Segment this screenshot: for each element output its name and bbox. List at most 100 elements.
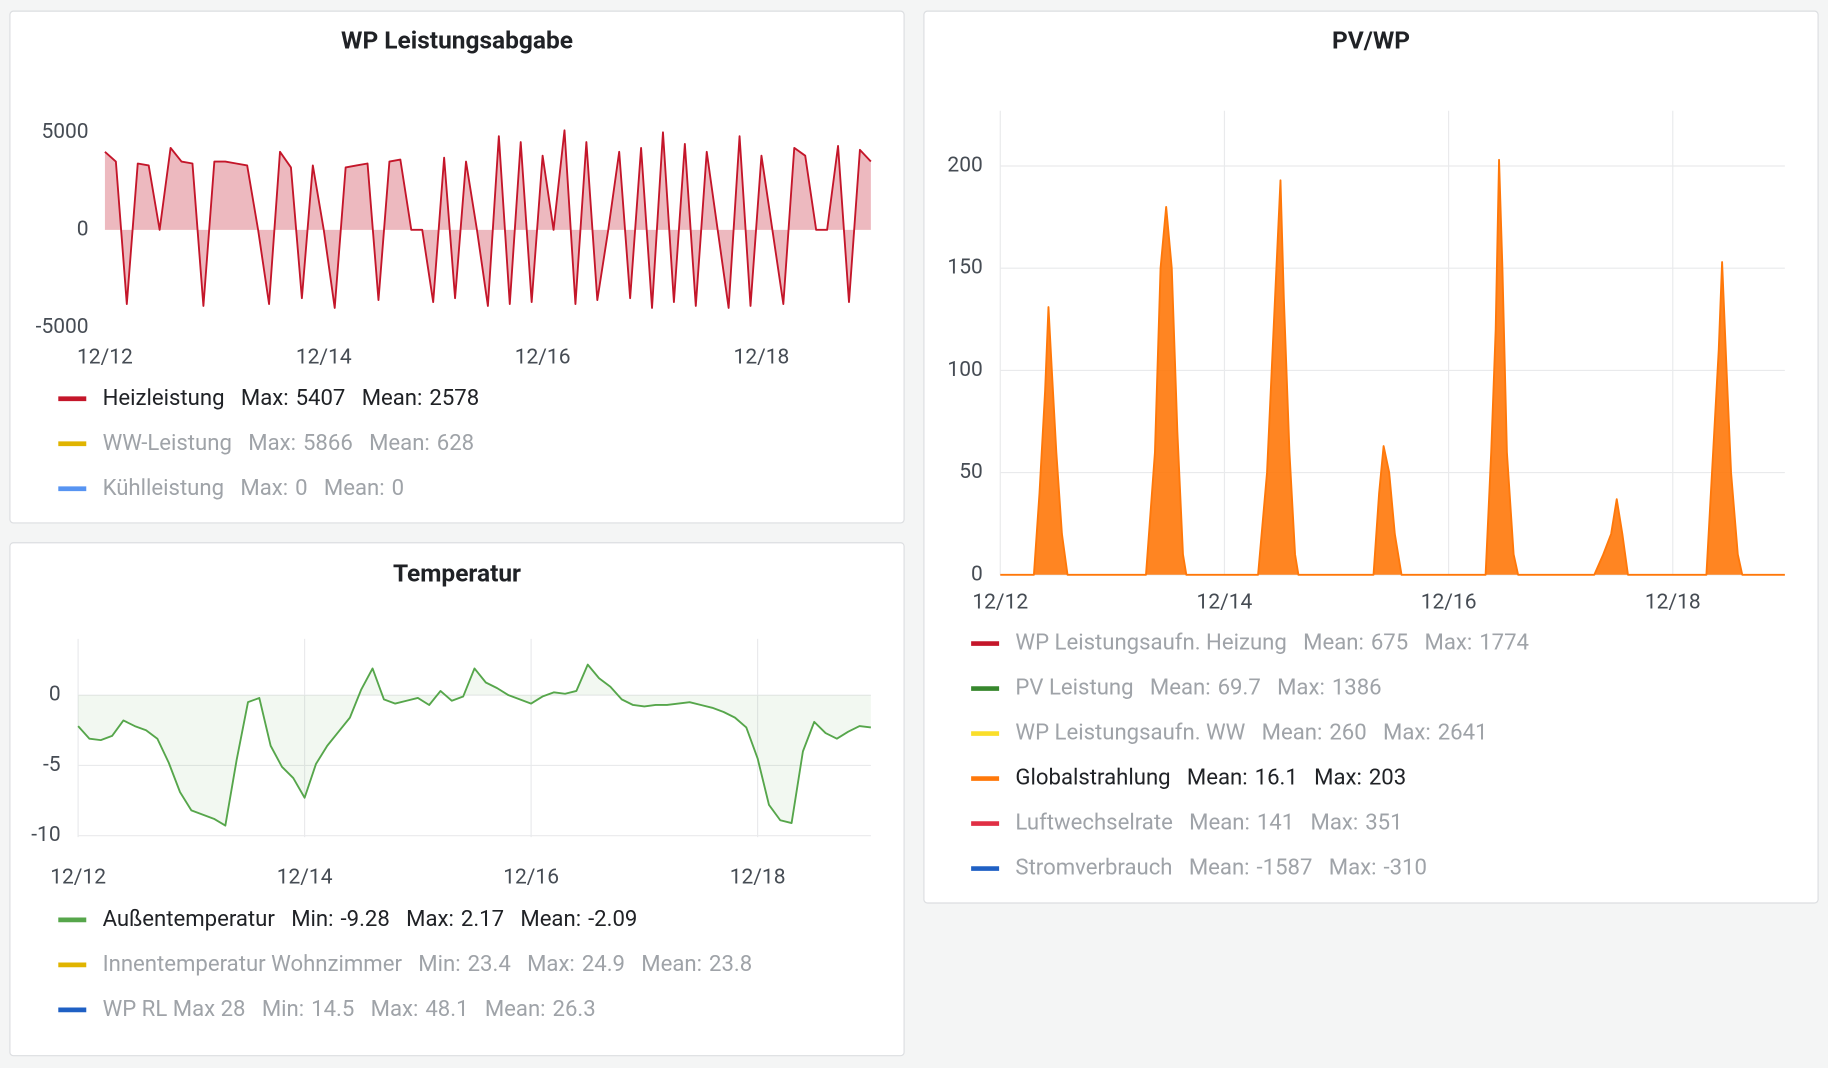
legend-stat-value: 5407 [296,385,346,411]
legend-entry: Stromverbrauch Mean: -1587 Max: -310 [1015,854,1427,880]
y-tick-label: 0 [77,217,89,241]
legend-stat-label: Mean: [369,430,430,456]
legend-stat-value: 2578 [429,385,479,411]
x-tick-label: 12/12 [972,590,1028,614]
chart-title: PV/WP [1332,25,1410,54]
legend-stat-label: Mean: [1262,719,1323,745]
x-tick-label: 12/18 [730,865,786,889]
panel [9,542,905,1057]
y-tick-label: 100 [947,358,982,382]
legend-stat-label: Mean: [1189,854,1250,880]
y-tick-label: -5000 [36,315,89,339]
legend-stat-label: Max: [1329,854,1377,880]
y-tick-label: -10 [31,823,60,847]
legend-stat-value: 14.5 [311,996,354,1022]
legend-stat-value: 23.4 [468,951,511,977]
legend-name: Außentemperatur [103,906,276,932]
legend-name: Globalstrahlung [1015,764,1170,790]
x-tick-label: 12/14 [277,865,333,889]
legend-entry: WP Leistungsaufn. WW Mean: 260 Max: 2641 [1015,719,1487,745]
legend-entry: Heizleistung Max: 5407 Mean: 2578 [103,385,480,411]
y-tick-label: 0 [971,562,983,586]
legend-stat-value: 2641 [1438,719,1488,745]
legend-entry: Luftwechselrate Mean: 141 Max: 351 [1015,809,1402,835]
y-tick-label: 150 [947,256,982,280]
legend-stat-value: 5866 [303,430,353,456]
legend-stat-value: -1587 [1257,854,1313,880]
legend-stat-label: Max: [241,385,289,411]
legend-stat-label: Mean: [1187,764,1248,790]
y-tick-label: 200 [947,154,982,178]
legend-stat-label: Mean: [1303,629,1364,655]
legend-stat-label: Max: [371,996,419,1022]
legend-stat-value: 141 [1257,809,1294,835]
y-tick-label: -5 [43,753,61,777]
legend-entry: WP Leistungsaufn. Heizung Mean: 675 Max: 177… [1015,629,1529,655]
legend-name: Kühlleistung [103,475,224,501]
legend-name: Heizleistung [103,385,225,411]
legend-entry: Innentemperatur Wohnzimmer Min: 23.4 Max: 24… [103,951,753,977]
x-tick-label: 12/18 [1645,590,1701,614]
chart-title: Temperatur [393,558,521,587]
legend-name: PV Leistung [1015,674,1133,700]
legend-stat-label: Max: [527,951,575,977]
legend-stat-label: Mean: [485,996,546,1022]
legend-name: Stromverbrauch [1015,854,1172,880]
chart-title: WP Leistungsabgabe [341,25,573,54]
x-tick-label: 12/16 [503,865,559,889]
y-tick-label: 50 [959,460,983,484]
legend-stat-value: 26.3 [553,996,596,1022]
legend-stat-value: 628 [437,430,474,456]
x-tick-label: 12/12 [77,346,133,370]
legend-name: Luftwechselrate [1015,809,1172,835]
legend-stat-label: Max: [406,906,454,932]
legend-entry: WW-Leistung Max: 5866 Mean: 628 [103,430,475,456]
legend-stat-label: Max: [248,430,296,456]
legend-stat-label: Max: [1311,809,1359,835]
legend-stat-value: 351 [1365,809,1402,835]
legend-stat-value: 1774 [1479,629,1529,655]
legend-stat-label: Mean: [520,906,581,932]
y-tick-label: 5000 [41,120,88,144]
legend-stat-label: Min: [418,951,460,977]
legend-name: WW-Leistung [103,430,232,456]
legend-entry: Kühlleistung Max: 0 Mean: 0 [103,475,404,501]
legend-entry: PV Leistung Mean: 69.7 Max: 1386 [1015,674,1381,700]
legend-name: Innentemperatur Wohnzimmer [103,951,403,977]
legend-stat-value: 48.1 [425,996,468,1022]
legend-stat-label: Max: [1383,719,1431,745]
x-tick-label: 12/12 [50,865,106,889]
series-line [1000,158,1785,576]
legend-stat-label: Max: [1277,674,1325,700]
legend-stat-value: 260 [1329,719,1366,745]
legend-stat-value: 24.9 [582,951,625,977]
legend-entry: WP RL Max 28 Min: 14.5 Max: 48.1 Mean: 26.3 [103,996,596,1022]
legend-name: WP Leistungsaufn. Heizung [1015,629,1286,655]
legend-stat-value: 2.17 [461,906,504,932]
legend-stat-value: -2.09 [588,906,637,932]
series-line [77,663,871,827]
legend-entry: Globalstrahlung Mean: 16.1 Max: 203 [1015,764,1406,790]
legend-stat-value: -310 [1383,854,1426,880]
x-tick-label: 12/16 [515,346,571,370]
legend-name: WP Leistungsaufn. WW [1015,719,1245,745]
legend-stat-label: Mean: [641,951,702,977]
x-tick-label: 12/18 [734,346,790,370]
legend-stat-label: Min: [262,996,304,1022]
legend-name: WP RL Max 28 [103,996,246,1022]
series-line [104,129,872,309]
legend-stat-value: 16.1 [1255,764,1298,790]
legend-stat-label: Mean: [1150,674,1211,700]
legend-stat-value: 675 [1371,629,1408,655]
legend-stat-value: -9.28 [341,906,390,932]
x-tick-label: 12/16 [1421,590,1477,614]
legend-stat-value: 69.7 [1218,674,1261,700]
panel [923,10,1819,904]
legend-stat-value: 23.8 [709,951,752,977]
legend-stat-label: Mean: [362,385,423,411]
legend-stat-value: 203 [1369,764,1406,790]
legend-stat-label: Max: [1314,764,1362,790]
legend-stat-value: 0 [295,475,307,501]
